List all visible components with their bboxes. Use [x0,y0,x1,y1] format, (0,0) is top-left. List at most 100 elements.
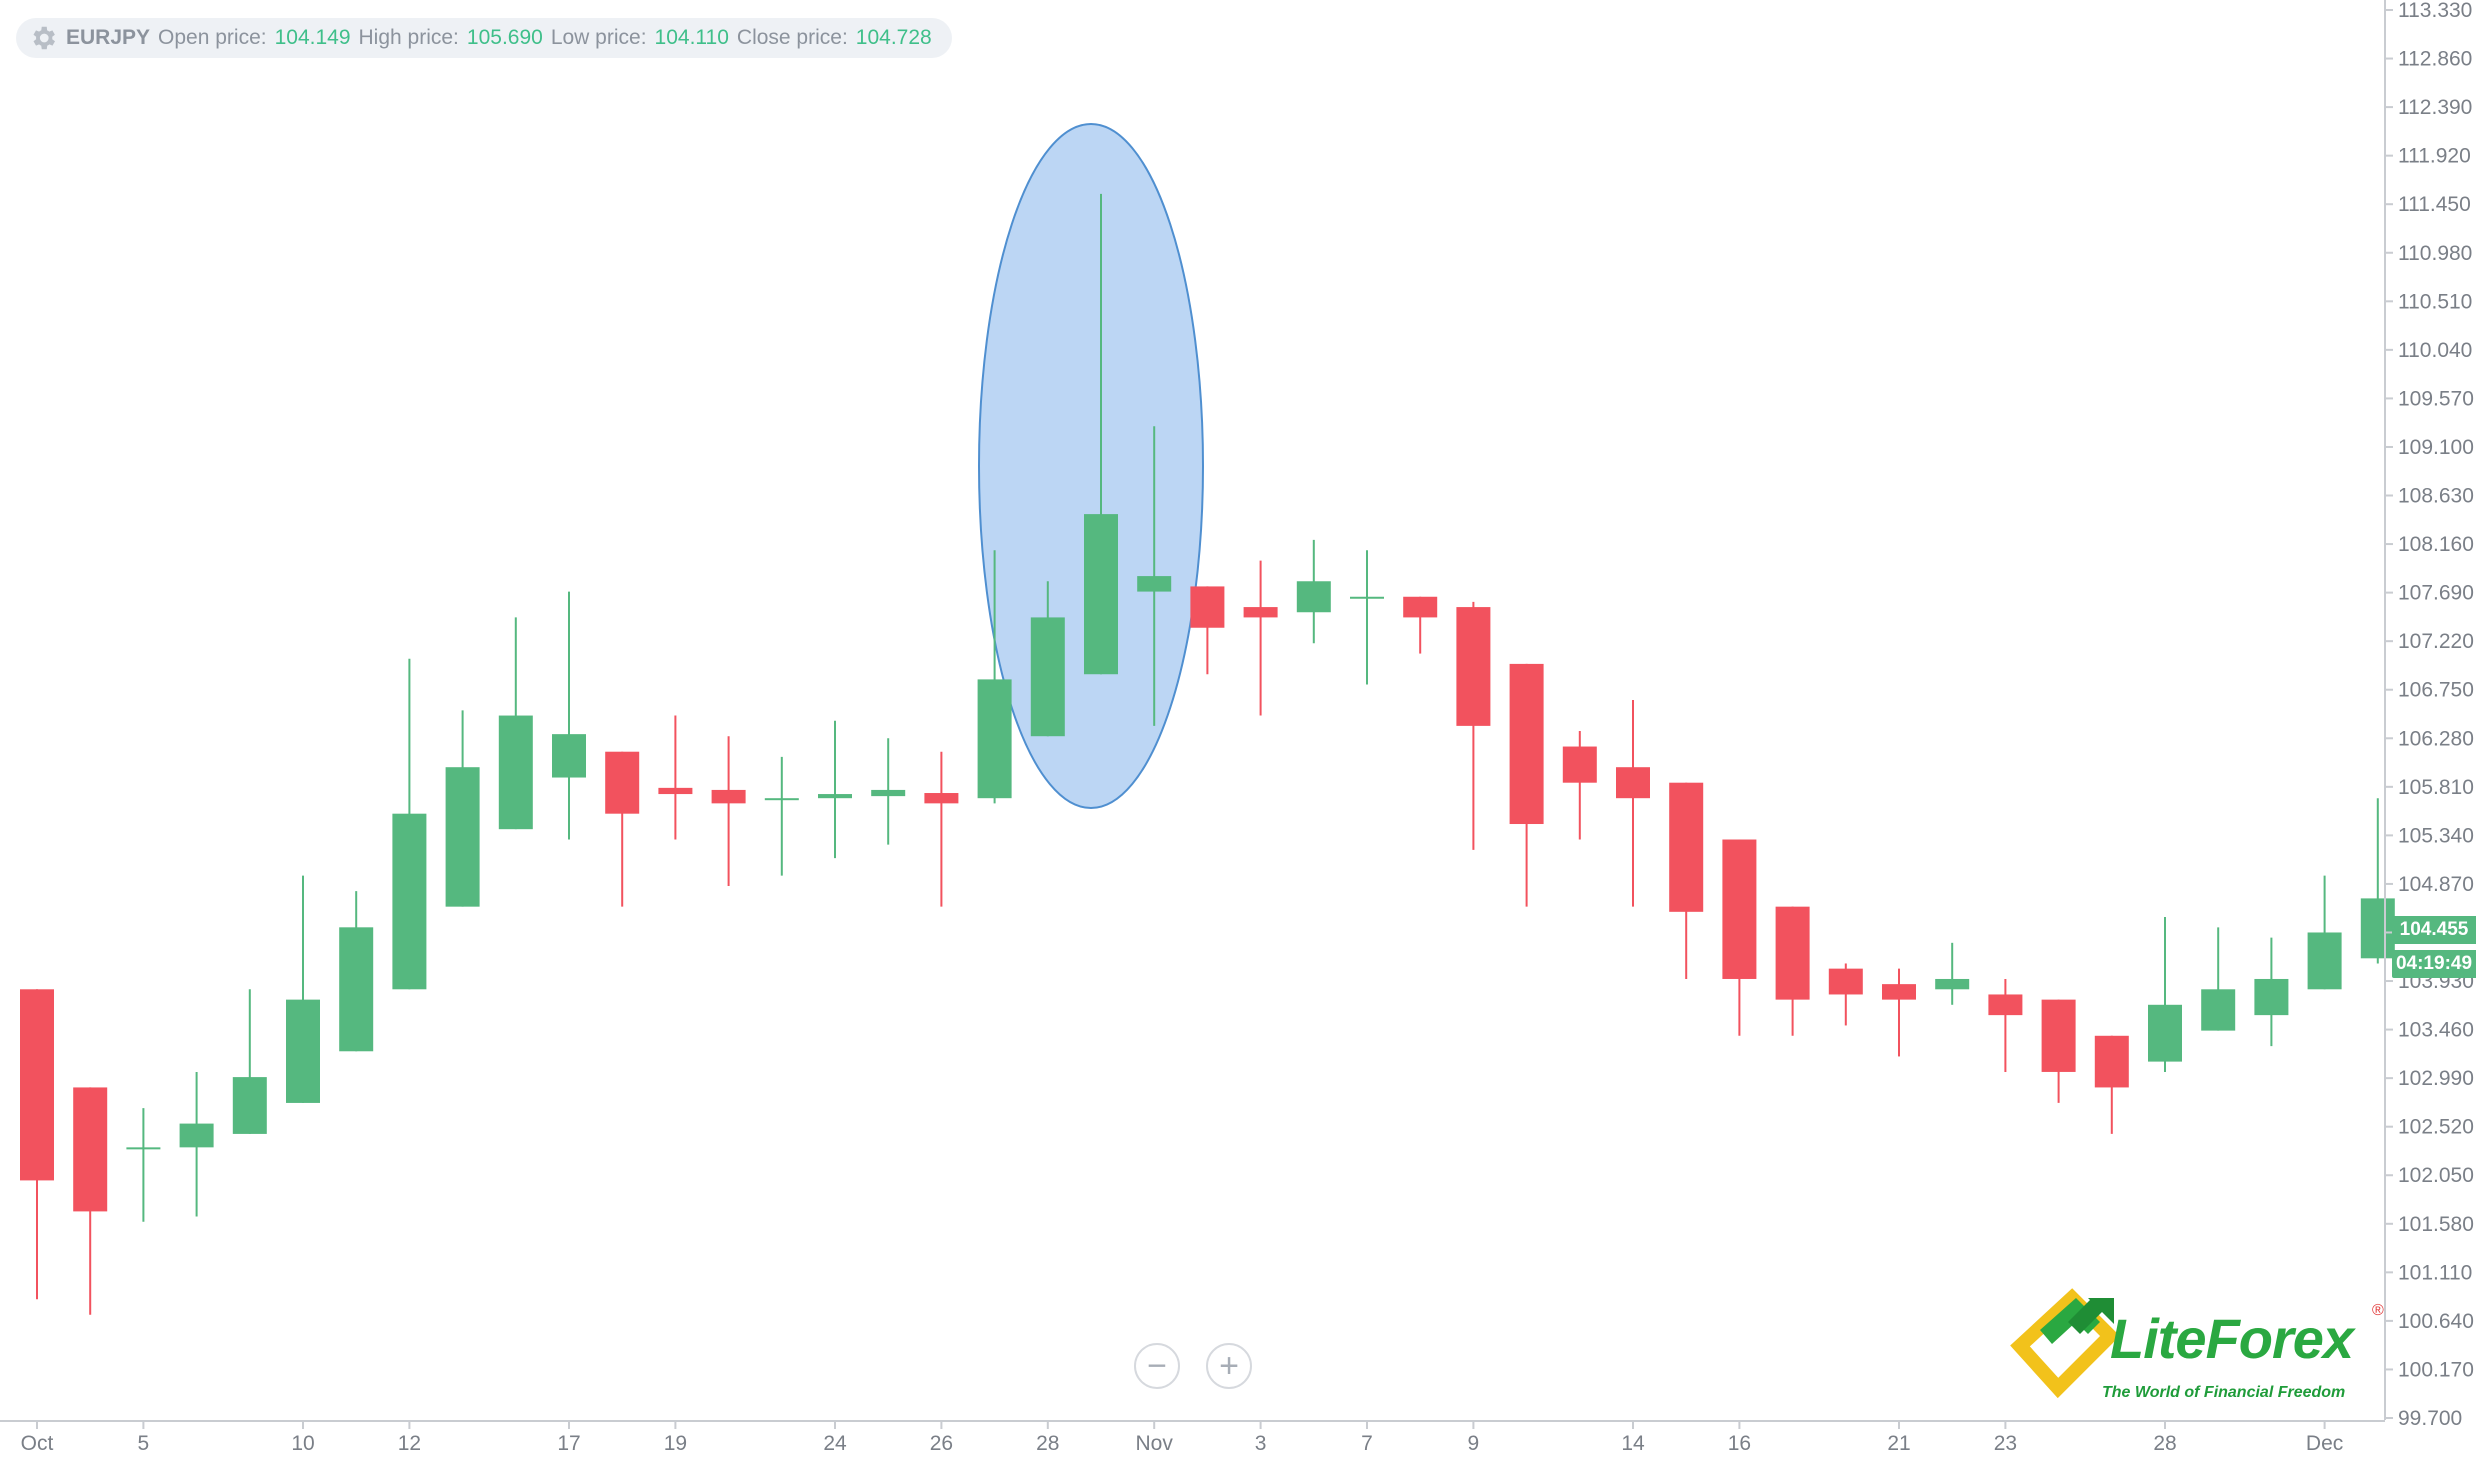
candle-body [2201,989,2236,1031]
candle [1616,700,1650,907]
candle [1669,782,1704,979]
y-tick-label: 99.700 [2398,1407,2462,1430]
y-tick-label: 109.570 [2398,387,2474,410]
candle-body [1509,663,1544,825]
candle [232,989,267,1134]
y-tick-label: 106.750 [2398,679,2474,702]
x-tick-label: 28 [1036,1432,1059,1455]
candle-body [2360,898,2395,959]
close-label: Close price: [736,26,848,49]
low-label: Low price: [550,26,647,49]
candle [2148,916,2182,1072]
y-tick-label: 104.870 [2398,873,2474,896]
y-tick-label: 110.040 [2398,339,2472,362]
candle-body [179,1123,214,1148]
candle-timer-tag: 04:19:49 [2392,950,2476,978]
y-tick-label: 107.690 [2398,582,2474,605]
ohlc-info-bar: EURJPY Open price: 104.149 High price: 1… [16,18,952,58]
current-price-tag: 104.455 [2392,916,2476,944]
candle [2201,927,2236,1031]
x-tick-label: 21 [1887,1432,1910,1455]
y-tick-label: 105.340 [2398,824,2474,847]
candle [1030,581,1065,737]
candle-body [1775,906,1810,1000]
x-tick-label: Nov [1136,1432,1174,1455]
candle-body [1722,839,1757,979]
candle-body [339,927,374,1052]
gear-icon[interactable] [28,23,58,53]
candle [1775,906,1810,1036]
candle-body [232,1077,267,1134]
candle [605,751,640,907]
candle-body [2148,1004,2182,1062]
candle-body [1882,984,1916,1000]
zoom-in-button[interactable]: + [1206,1343,1252,1389]
y-tick-label: 111.450 [2398,193,2471,216]
candles [20,193,2395,1315]
candle [126,1108,161,1222]
candle-body [871,789,906,797]
y-tick-label: 112.860 [2398,48,2472,71]
zoom-out-button[interactable]: − [1134,1343,1180,1389]
candle [2307,875,2342,990]
x-tick-label: 10 [291,1432,314,1455]
y-tick-label: 102.050 [2398,1164,2474,1187]
candle [1350,550,1384,685]
candle-body [286,999,320,1103]
candle [1456,601,1491,850]
logo-registered-mark: ® [2372,1302,2384,1319]
y-tick-label: 112.390 [2398,96,2472,119]
candle [286,875,320,1103]
logo-wordmark: LiteForex [2110,1307,2354,1370]
x-tick-label: 12 [398,1432,421,1455]
candle-body [924,793,959,804]
x-tick-label: 26 [930,1432,953,1455]
candle [871,738,906,845]
x-tick-label: 14 [1621,1432,1645,1455]
candle-body [977,679,1012,799]
candle [2094,1035,2129,1134]
x-tick-label: 16 [1728,1432,1751,1455]
candle [498,617,533,830]
candle [73,1087,108,1315]
candle-body [711,789,746,804]
y-tick-label: 107.220 [2398,630,2474,653]
candle [1562,731,1597,840]
candle [552,591,586,840]
y-tick-label: 101.580 [2398,1213,2474,1236]
y-tick-label: 108.160 [2398,533,2474,556]
candle-body [1828,968,1863,995]
candle-body [392,813,427,990]
logo-mark-icon [2010,1288,2120,1399]
candle-body [73,1087,108,1212]
candle-body [1296,581,1331,613]
x-tick-label: Dec [2306,1432,2343,1455]
candle [1988,978,2023,1072]
candle-body [552,734,586,778]
candle-body [1616,767,1650,799]
x-tick-label: 23 [1994,1432,2017,1455]
candle [1084,193,1118,675]
y-tick-label: 103.460 [2398,1019,2474,1042]
candle-body [2041,999,2076,1072]
open-value: 104.149 [274,26,351,49]
x-tick-label: 28 [2153,1432,2176,1455]
candle-body [1190,586,1225,628]
x-tick-label: 17 [557,1432,580,1455]
y-tick-label: 110.510 [2398,290,2472,313]
candle-body [1562,746,1597,783]
candle [1403,596,1438,654]
candle-body [2254,978,2289,1016]
candle [20,989,54,1300]
candle [711,736,746,886]
candle [445,710,480,907]
x-tick-label: Oct [21,1432,54,1455]
candle-body [2094,1035,2129,1088]
close-value: 104.728 [855,26,932,49]
y-tick-label: 102.520 [2398,1116,2474,1139]
highlight-ellipse [978,123,1204,809]
candle-body [1243,607,1278,618]
candle [764,756,799,876]
candle [1296,539,1331,644]
